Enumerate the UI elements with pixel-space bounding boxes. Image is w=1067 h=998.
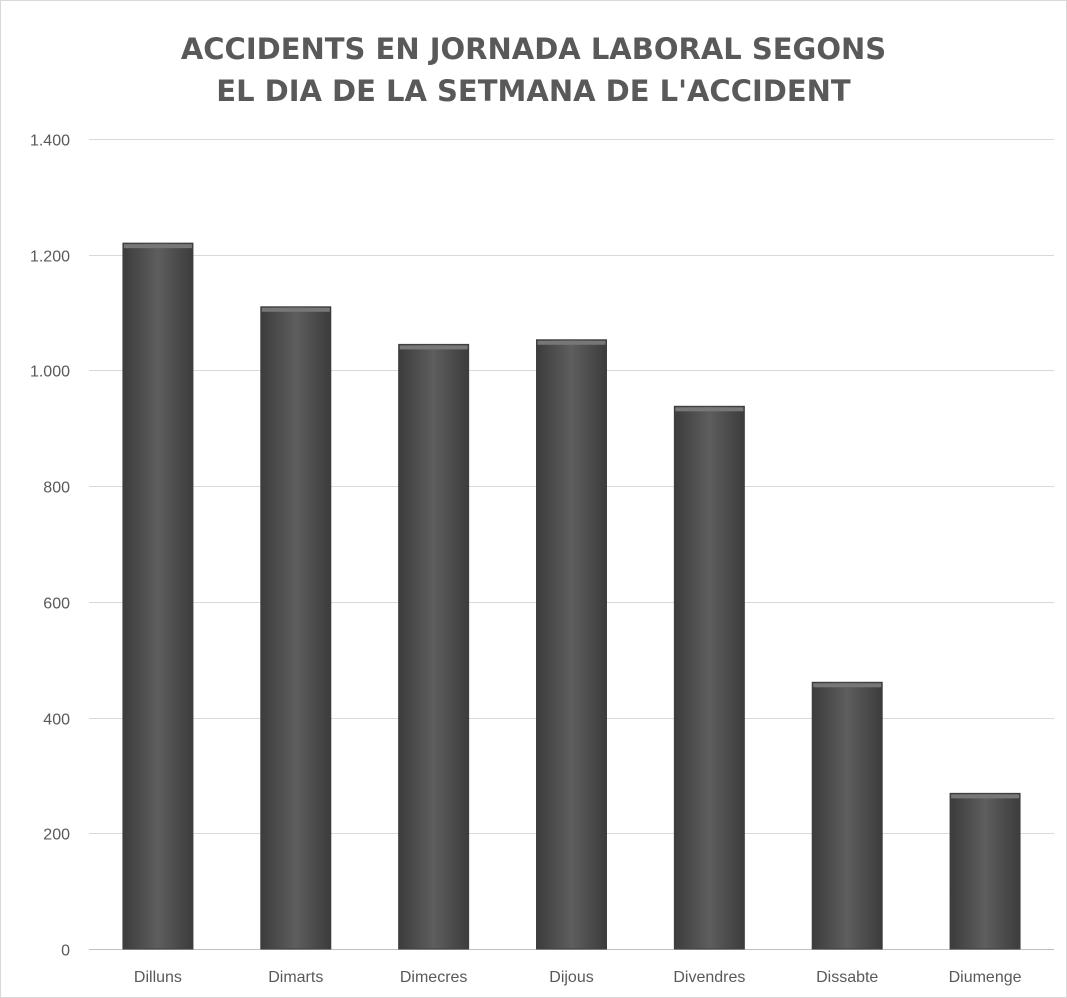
bar-dilluns (122, 242, 194, 950)
bar (122, 242, 194, 950)
bar-dimarts (260, 306, 332, 950)
bar-top-bevel (951, 794, 1020, 799)
bar-top-bevel (123, 244, 192, 249)
y-tick-label: 200 (43, 827, 70, 844)
bar (398, 343, 470, 950)
bar-dissabte (811, 681, 883, 950)
bar (260, 306, 332, 950)
bar-diumenge (949, 792, 1021, 950)
x-tick-label: Dimarts (268, 969, 323, 986)
bar-top-bevel (399, 345, 468, 350)
bar (536, 339, 607, 950)
bar-top-bevel (261, 307, 330, 312)
y-tick-label: 1.200 (30, 249, 70, 266)
y-axis-tick-labels: 0 200 400 600 800 1.000 1.200 1.400 (30, 133, 70, 960)
bar (673, 405, 745, 950)
bar-top-bevel (675, 407, 744, 412)
y-tick-label: 1.400 (30, 133, 70, 150)
bar-dijous (536, 339, 607, 950)
bar-dimecres (398, 343, 470, 950)
chart-title-line-2: EL DIA DE LA SETMANA DE L'ACCIDENT (216, 74, 851, 108)
x-tick-label: Dimecres (400, 969, 468, 986)
y-tick-label: 0 (61, 943, 70, 960)
bar (949, 792, 1021, 950)
bar-divendres (673, 405, 745, 950)
bar (811, 681, 883, 950)
x-tick-label: Dilluns (134, 969, 182, 986)
x-tick-label: Dissabte (816, 969, 878, 986)
x-tick-label: Divendres (673, 969, 745, 986)
chart-title: ACCIDENTS EN JORNADA LABORAL SEGONS EL D… (0, 28, 1067, 112)
y-tick-label: 600 (43, 596, 70, 613)
bar-top-bevel (537, 340, 606, 345)
x-axis-tick-labels: Dilluns Dimarts Dimecres Dijous Divendres Dis… (134, 969, 1022, 986)
y-tick-label: 1.000 (30, 364, 70, 381)
chart-title-line-1: ACCIDENTS EN JORNADA LABORAL SEGONS (180, 32, 887, 66)
bars (122, 242, 1021, 950)
x-tick-label: Dijous (549, 969, 593, 986)
bar-top-bevel (813, 683, 882, 688)
x-tick-label: Diumenge (949, 969, 1022, 986)
y-tick-label: 400 (43, 712, 70, 729)
y-tick-label: 800 (43, 480, 70, 497)
